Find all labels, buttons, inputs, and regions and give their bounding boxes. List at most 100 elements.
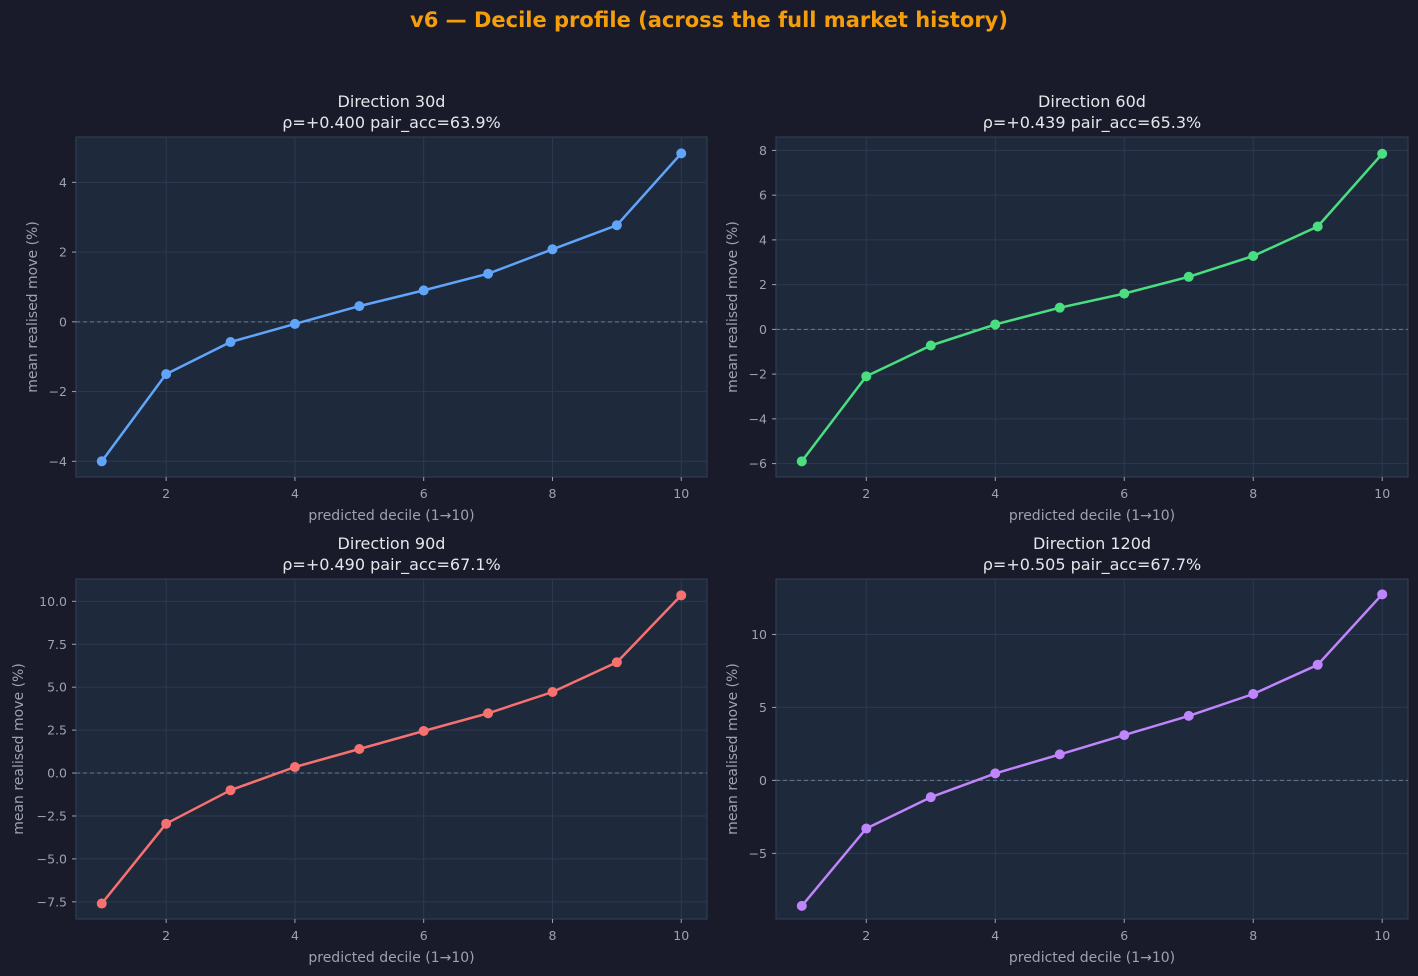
data-point xyxy=(1248,688,1259,699)
x-tick-label: 10 xyxy=(673,486,689,501)
plot-area xyxy=(775,578,1409,920)
x-axis-label: predicted decile (1→10) xyxy=(1009,950,1175,966)
plot-area xyxy=(75,136,708,478)
y-tick-label: 2 xyxy=(59,245,67,260)
x-tick-label: 10 xyxy=(673,928,689,943)
panel-title: Direction 60d xyxy=(1038,92,1146,111)
y-tick-label: 5.0 xyxy=(47,680,67,695)
y-tick-label: 7.5 xyxy=(47,637,67,652)
data-point xyxy=(1248,251,1259,261)
data-point xyxy=(1377,589,1388,600)
y-tick-label: 4 xyxy=(59,175,67,190)
y-tick-label: −2 xyxy=(749,367,767,382)
x-tick-label: 6 xyxy=(1120,486,1128,501)
data-point xyxy=(611,220,622,231)
x-tick-label: 6 xyxy=(420,928,428,943)
x-tick-label: 6 xyxy=(420,486,428,501)
chart-panel-3: 2 4 6 8 10 −7.5 −5.0 −2.5 0.0 2.5 5.0 7.5 10.0 Direct… xyxy=(11,534,708,966)
data-point xyxy=(225,785,236,796)
data-point xyxy=(796,900,807,911)
panel-title: Direction 30d xyxy=(338,92,446,111)
data-point xyxy=(1054,302,1065,313)
data-point xyxy=(418,285,429,296)
x-tick-label: 8 xyxy=(548,486,556,501)
y-tick-label: −4 xyxy=(49,454,67,469)
data-point xyxy=(96,456,107,467)
data-point xyxy=(161,369,172,380)
data-point xyxy=(611,657,622,668)
data-point xyxy=(676,590,687,601)
y-tick-label: 0 xyxy=(59,314,67,329)
data-point xyxy=(1183,710,1194,721)
data-point xyxy=(289,762,300,773)
chart-panel-1: 2 4 6 8 10 −4 −2 0 2 4 Direction 30d ρ=+0.400 pair_… xyxy=(25,92,708,524)
data-point xyxy=(1119,288,1130,299)
panel-title: Direction 90d xyxy=(338,534,446,553)
y-tick-label: 0 xyxy=(759,322,767,337)
data-point xyxy=(483,268,494,279)
data-point xyxy=(861,371,872,382)
x-tick-label: 4 xyxy=(991,486,999,501)
series-line xyxy=(100,594,683,905)
x-tick-label: 8 xyxy=(1249,486,1257,501)
x-tick-label: 2 xyxy=(162,486,170,501)
data-point xyxy=(1119,730,1130,741)
panel-subtitle: ρ=+0.400 pair_acc=63.9% xyxy=(282,113,500,133)
data-point xyxy=(1183,271,1194,282)
y-tick-label: −2 xyxy=(49,384,67,399)
panel-subtitle: ρ=+0.490 pair_acc=67.1% xyxy=(282,555,500,575)
x-tick-label: 4 xyxy=(991,928,999,943)
plot-area xyxy=(75,578,708,920)
panel-subtitle: ρ=+0.439 pair_acc=65.3% xyxy=(983,113,1201,133)
x-tick-label: 8 xyxy=(1249,928,1257,943)
chart-panel-4: 2 4 6 8 10 −5 0 5 10 Direction 120d ρ=+0.505 pair_… xyxy=(725,534,1409,966)
x-axis-label: predicted decile (1→10) xyxy=(308,950,474,966)
data-point xyxy=(289,318,300,329)
data-point xyxy=(1312,659,1323,670)
x-axis-label: predicted decile (1→10) xyxy=(308,508,474,524)
y-tick-label: −2.5 xyxy=(37,808,67,823)
y-tick-label: 6 xyxy=(759,188,767,203)
y-tick-label: 8 xyxy=(759,143,767,158)
y-axis-label: mean realised move (%) xyxy=(725,221,741,393)
y-tick-label: 2 xyxy=(759,277,767,292)
x-tick-label: 10 xyxy=(1374,486,1390,501)
chart-panel-2: 2 4 6 8 10 −6 −4 −2 0 2 4 6 8 Direction 60d ρ=+0.439 p… xyxy=(725,92,1409,524)
series-line xyxy=(800,152,1384,463)
data-point xyxy=(676,148,687,159)
x-tick-label: 4 xyxy=(291,928,299,943)
data-point xyxy=(796,456,807,467)
data-point xyxy=(354,301,365,312)
y-tick-label: −7.5 xyxy=(37,894,67,909)
data-point xyxy=(990,768,1001,779)
data-point xyxy=(161,818,172,829)
data-point xyxy=(354,744,365,754)
x-axis-label: predicted decile (1→10) xyxy=(1009,508,1175,524)
data-point xyxy=(990,319,1001,330)
y-tick-label: 10.0 xyxy=(39,594,67,609)
panel-subtitle: ρ=+0.505 pair_acc=67.7% xyxy=(983,555,1201,575)
data-point xyxy=(96,898,107,909)
plot-area xyxy=(775,136,1409,478)
data-point xyxy=(1312,221,1323,232)
x-tick-label: 10 xyxy=(1374,928,1390,943)
series-line xyxy=(800,593,1384,907)
x-tick-label: 4 xyxy=(291,486,299,501)
series-line xyxy=(100,152,683,463)
y-tick-label: 0 xyxy=(759,773,767,788)
y-tick-label: 2.5 xyxy=(47,723,67,738)
y-axis-label: mean realised move (%) xyxy=(11,663,27,835)
x-tick-label: 2 xyxy=(162,928,170,943)
data-point xyxy=(861,823,872,834)
data-point xyxy=(547,244,558,255)
data-point xyxy=(925,340,936,351)
x-tick-label: 8 xyxy=(548,928,556,943)
data-point xyxy=(1377,148,1388,159)
x-tick-label: 6 xyxy=(1120,928,1128,943)
data-point xyxy=(925,792,936,803)
y-tick-label: −5.0 xyxy=(37,851,67,866)
y-tick-label: −4 xyxy=(749,411,767,426)
data-point xyxy=(483,708,494,719)
panel-title: Direction 120d xyxy=(1033,534,1151,553)
